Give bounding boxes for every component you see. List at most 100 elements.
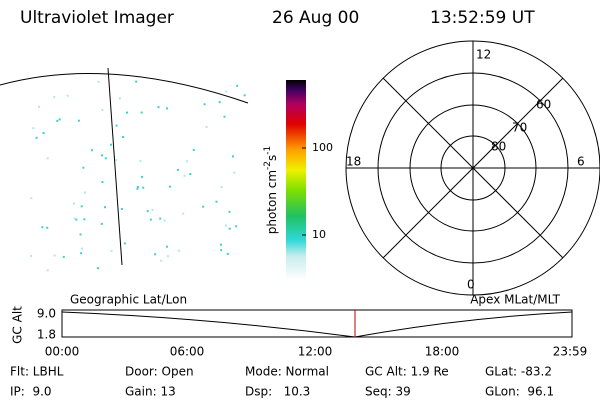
pixel (163, 219, 166, 222)
pixel (228, 210, 231, 213)
unit: photon cm (265, 170, 279, 234)
mlt-label: 18 (346, 155, 361, 169)
pixel (236, 84, 239, 87)
pixel (77, 119, 80, 122)
unit: s (265, 155, 279, 161)
footer-field: Mode: Normal (245, 365, 329, 379)
pixel (73, 217, 76, 220)
pixel (166, 245, 168, 248)
pixel (203, 103, 206, 106)
pixel (123, 242, 126, 245)
pixel (189, 173, 192, 175)
pixel (220, 186, 223, 189)
pixel (84, 191, 86, 194)
pixel (169, 185, 171, 188)
pixel (81, 247, 84, 250)
date: 26 Aug 00 (272, 8, 359, 28)
pixel (137, 185, 139, 188)
pixel (53, 96, 56, 99)
pixel (72, 202, 75, 205)
footer-field: IP: 9.0 (10, 385, 52, 399)
right-label: Apex MLat/MLT (470, 293, 560, 307)
pixel (160, 259, 163, 262)
pixel (42, 132, 45, 134)
pixel (233, 171, 236, 174)
mlt-label: 12 (476, 48, 491, 62)
pixel (46, 269, 49, 272)
footer-field: GC Alt: 1.9 Re (365, 365, 449, 379)
pixel (223, 115, 226, 118)
timeline-xtick: 00:00 (45, 345, 80, 359)
pixel (56, 119, 59, 122)
pixel (80, 205, 83, 208)
pixel (80, 252, 83, 255)
timeline-xticks: 00:00 06:00 12:00 18:00 23:59 (45, 345, 588, 359)
pixel (30, 197, 33, 200)
pixel (205, 126, 208, 128)
pixel (202, 205, 205, 208)
footer-field: Gain: 13 (125, 385, 176, 399)
pixel (220, 249, 223, 252)
pixel (115, 124, 118, 127)
image-panel (0, 67, 249, 272)
lat-label: 80 (491, 140, 506, 154)
pixel (177, 249, 180, 252)
pixel (110, 143, 112, 146)
pixel (136, 187, 139, 190)
pixel (192, 148, 195, 151)
pixel (110, 249, 113, 252)
footer-field: GLon: 96.1 (485, 385, 554, 399)
pixel (30, 254, 32, 257)
exp: -2 (263, 161, 273, 170)
lat-label: 70 (512, 121, 527, 135)
pixel (104, 157, 107, 160)
footer-field: Seq: 39 (365, 385, 411, 399)
pixel (225, 224, 228, 227)
pixel (235, 225, 238, 228)
pixel (101, 109, 104, 111)
pixel (185, 160, 188, 163)
timeline-xtick: 18:00 (425, 345, 460, 359)
timeline-xtick: 23:59 (553, 345, 588, 359)
pixel (159, 217, 162, 220)
limb (0, 73, 249, 104)
pixel (53, 254, 56, 257)
pixel (101, 154, 104, 157)
footer-field: Door: Open (125, 365, 194, 379)
pixel (104, 206, 106, 209)
pixel (166, 255, 169, 258)
pixel (101, 181, 104, 183)
pixel (135, 80, 138, 83)
pixel (218, 101, 221, 104)
mlt-label: 6 (577, 155, 585, 169)
pixel (97, 80, 100, 83)
altitude-curve (61, 311, 573, 338)
footer-field: Flt: LBHL (10, 365, 64, 379)
pixel (141, 175, 143, 178)
polar-grid (345, 40, 600, 296)
pixel (225, 90, 228, 93)
footer-field: GLat: -83.2 (485, 365, 552, 379)
pixel (183, 174, 186, 177)
pixel (226, 252, 229, 255)
pixel (41, 226, 44, 229)
spoke (382, 77, 564, 259)
pixel (46, 226, 49, 229)
pixel (126, 111, 128, 114)
pixel (120, 208, 123, 210)
colorbar (286, 80, 306, 280)
pixel (100, 222, 103, 225)
pixel (83, 218, 86, 221)
left-label: Geographic Lat/Lon (70, 293, 187, 307)
title: Ultraviolet Imager (20, 8, 174, 28)
pixel (177, 168, 179, 171)
pixel (62, 255, 65, 258)
colorbar-label: photon cm-2s-1 (263, 146, 279, 235)
pixel (149, 218, 152, 221)
pixel (118, 97, 121, 100)
pixel (215, 200, 218, 203)
pixel (166, 107, 168, 110)
pixel (139, 160, 142, 163)
pixel (91, 149, 93, 152)
